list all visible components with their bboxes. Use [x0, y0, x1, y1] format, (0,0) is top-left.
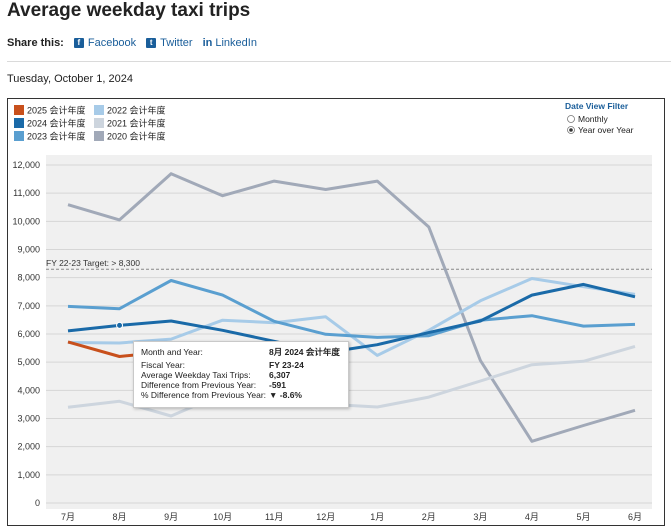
y-tick-label: 11,000: [13, 188, 40, 198]
filter-option-2[interactable]: Year over Year: [567, 125, 634, 135]
tooltip-row: % Difference from Previous Year: ▼ -8.6%: [141, 390, 341, 400]
tooltip-key: Month and Year:: [141, 347, 203, 357]
linkedin-icon: in: [202, 37, 213, 49]
filter-option-label: Monthly: [578, 114, 609, 124]
target-label: FY 22-23 Target: > 8,300: [46, 258, 140, 268]
share-label: Share this:: [7, 37, 64, 49]
facebook-icon: f: [73, 38, 84, 48]
series-line-2[interactable]: [67, 282, 636, 355]
tooltip: Month and Year: 8月 2024 会计年度 Fiscal Year: F…: [133, 341, 349, 408]
tooltip-value: FY 23-24: [269, 360, 304, 370]
y-tick-label: 5,000: [17, 357, 40, 367]
x-tick-label: 8月: [113, 512, 127, 522]
legend-swatch: [94, 118, 104, 128]
series-line-3[interactable]: [67, 279, 636, 339]
tooltip-key: Fiscal Year:: [141, 360, 185, 370]
y-tick-label: 0: [35, 498, 40, 508]
y-tick-label: 2,000: [17, 442, 40, 452]
x-tick-label: 10月: [213, 512, 232, 522]
linkedin-share-link[interactable]: in LinkedIn: [203, 37, 257, 49]
legend-swatch: [14, 105, 24, 115]
x-tick-label: 3月: [473, 512, 487, 522]
tooltip-key: % Difference from Previous Year:: [141, 390, 267, 400]
legend-label: 2021 会计年度: [107, 118, 166, 129]
y-tick-label: 4,000: [17, 385, 40, 395]
legend-label: 2024 会计年度: [27, 118, 86, 129]
tooltip-row: Difference from Previous Year: -591: [141, 380, 341, 390]
y-tick-label: 1,000: [17, 470, 40, 480]
series-line-6[interactable]: [67, 172, 636, 443]
legend-label: 2023 会计年度: [27, 131, 86, 142]
y-tick-label: 10,000: [12, 216, 40, 226]
series-line-5[interactable]: [67, 344, 636, 418]
y-tick-label: 8,000: [17, 273, 40, 283]
twitter-icon: t: [146, 38, 157, 48]
y-tick-label: 7,000: [17, 301, 40, 311]
y-tick-label: 6,000: [17, 329, 40, 339]
linkedin-label: LinkedIn: [215, 37, 257, 49]
line-chart: 0 1,000 2,000 3,000 4,000 5,000 6,000 7,000 8,00…: [12, 101, 652, 522]
legend-item[interactable]: 2021 会计年度: [94, 118, 166, 129]
x-tick-label: 4月: [525, 512, 539, 522]
tooltip-value: 6,307: [269, 370, 291, 380]
x-tick-label: 2月: [422, 512, 436, 522]
legend-swatch: [14, 118, 24, 128]
tooltip-value: 8月 2024 会计年度: [269, 347, 340, 357]
legend-label: 2020 会计年度: [107, 131, 166, 142]
share-bar: Share this: f Facebook t Twitter in Link…: [7, 37, 267, 49]
report-date: Tuesday, October 1, 2024: [7, 73, 133, 85]
legend-item[interactable]: 2022 会计年度: [94, 105, 166, 116]
legend-item[interactable]: 2024 会计年度: [14, 118, 86, 129]
tooltip-row: Fiscal Year: FY 23-24: [141, 360, 341, 370]
facebook-label: Facebook: [87, 37, 137, 49]
tooltip-row: Average Weekday Taxi Trips: 6,307: [141, 370, 341, 380]
x-tick-label: 7月: [61, 512, 75, 522]
x-tick-label: 5月: [576, 512, 590, 522]
x-tick-label: 11月: [265, 512, 283, 522]
y-tick-label: 12,000: [12, 160, 40, 170]
filter-option-label: Year over Year: [578, 125, 634, 135]
tooltip-value: ▼ -8.6%: [269, 390, 302, 400]
x-tick-label: 9月: [164, 512, 178, 522]
legend-item[interactable]: 2023 会计年度: [14, 131, 86, 142]
legend-item[interactable]: 2025 会计年度: [14, 105, 86, 116]
plot-area: [46, 155, 652, 509]
tooltip-value: -591: [269, 380, 287, 390]
y-tick-label: 9,000: [17, 245, 40, 255]
twitter-label: Twitter: [160, 37, 193, 49]
facebook-share-link[interactable]: f Facebook: [73, 37, 137, 49]
tooltip-key: Average Weekday Taxi Trips:: [141, 370, 251, 380]
highlight-point[interactable]: [116, 321, 124, 329]
legend-swatch: [94, 105, 104, 115]
filter-option-1[interactable]: Monthly: [567, 114, 609, 124]
filter-title: Date View Filter: [565, 101, 629, 111]
radio-button[interactable]: [567, 115, 575, 123]
x-tick-label: 6月: [628, 512, 642, 522]
divider: [7, 61, 671, 62]
legend-swatch: [94, 131, 104, 141]
legend-label: 2022 会计年度: [107, 105, 166, 116]
legend-swatch: [14, 131, 24, 141]
x-tick-label: 12月: [316, 512, 335, 522]
page-title: Average weekday taxi trips: [7, 0, 251, 21]
chart-frame: 0 1,000 2,000 3,000 4,000 5,000 6,000 7,000 8,00…: [7, 98, 665, 526]
x-tick-label: 1月: [370, 512, 384, 522]
legend-item[interactable]: 2020 会计年度: [94, 131, 166, 142]
twitter-share-link[interactable]: t Twitter: [146, 37, 193, 49]
tooltip-key: Difference from Previous Year:: [141, 380, 257, 390]
y-tick-label: 3,000: [17, 414, 40, 424]
radio-dot: [569, 128, 573, 132]
tooltip-row: Month and Year: 8月 2024 会计年度: [141, 347, 341, 357]
legend-label: 2025 会计年度: [27, 105, 86, 116]
